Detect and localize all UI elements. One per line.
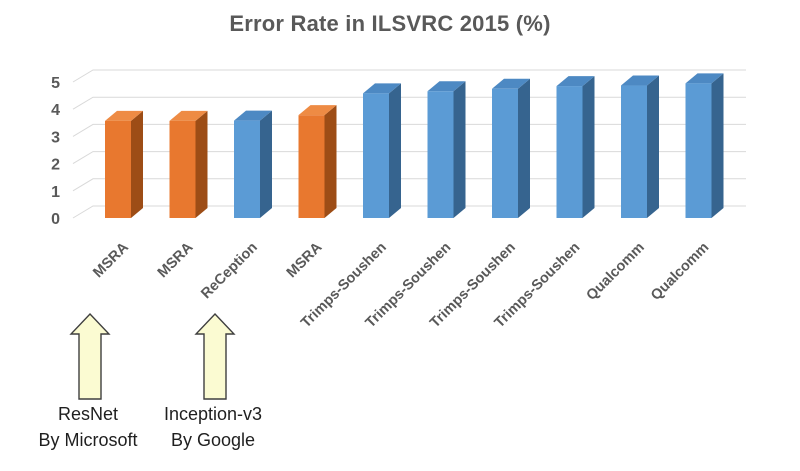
bar-side-face — [131, 110, 143, 218]
x-axis-category-label: MSRA — [90, 239, 132, 281]
bar-4-msra — [298, 105, 337, 218]
x-axis-category-label: Qualcomm — [584, 240, 648, 304]
y-axis-tick-label: 2 — [51, 157, 60, 174]
bar-1-msra — [105, 110, 143, 218]
bar-front-face — [685, 83, 712, 218]
annotation-inception-line2: By Google — [170, 430, 256, 450]
bar-top-face — [556, 76, 595, 87]
y-axis-tick-label: 1 — [51, 184, 60, 201]
bar-front-face — [621, 85, 647, 218]
bar-front-face — [298, 115, 325, 218]
y-axis-tick-label: 5 — [51, 75, 60, 92]
bar-front-face — [556, 86, 583, 218]
up-arrow-icon — [194, 312, 236, 400]
up-arrow-icon — [69, 312, 111, 400]
bar-top-face — [427, 81, 466, 92]
y-axis-tick-label: 4 — [51, 102, 60, 119]
bar-top-face — [105, 110, 143, 121]
x-axis-category-label: MSRA — [155, 239, 197, 281]
annotation-resnet: ResNet By Microsoft — [6, 401, 170, 453]
bar-side-face — [389, 83, 401, 218]
x-axis-category-label: ReCeption — [198, 240, 261, 303]
bar-side-face — [518, 78, 530, 218]
bar-front-face — [427, 91, 454, 218]
bar-front-face — [492, 88, 518, 218]
bar-side-face — [324, 105, 337, 218]
bar-5-trimps-soushen — [363, 83, 401, 218]
annotation-resnet-line2: By Microsoft — [38, 430, 138, 450]
bar-side-face — [711, 73, 724, 218]
bar-7-trimps-soushen — [492, 78, 530, 218]
bar-9-qualcomm — [621, 75, 659, 218]
bar-top-face — [621, 75, 659, 86]
bar-side-face — [195, 110, 208, 218]
bar-top-face — [169, 110, 208, 121]
bar-side-face — [647, 75, 659, 218]
bar-top-face — [685, 73, 724, 84]
bar-top-face — [298, 105, 337, 116]
bar-front-face — [105, 120, 131, 218]
bar-side-face — [260, 110, 272, 218]
bar-top-face — [234, 110, 272, 121]
bar-2-msra — [169, 110, 208, 218]
bar-front-face — [234, 120, 260, 218]
y-axis-tick-label: 0 — [51, 211, 60, 228]
bar-top-face — [363, 83, 401, 94]
annotation-inception-line1: Inception-v3 — [163, 404, 263, 424]
bar-10-qualcomm — [685, 73, 724, 218]
bar-8-trimps-soushen — [556, 76, 595, 218]
y-axis-tick-label: 3 — [51, 129, 60, 146]
bar-top-face — [492, 78, 530, 89]
bar-side-face — [453, 81, 466, 218]
chart-title: Error Rate in ILSVRC 2015 (%) — [229, 11, 551, 36]
annotation-resnet-line1: ResNet — [57, 404, 119, 424]
bar-front-face — [169, 120, 196, 218]
bar-6-trimps-soushen — [427, 81, 466, 218]
bar-side-face — [582, 76, 595, 218]
annotation-inception: Inception-v3 By Google — [128, 401, 298, 453]
bar-front-face — [363, 93, 389, 218]
gridline — [72, 69, 746, 83]
x-axis-category-label: Qualcomm — [648, 240, 712, 304]
x-axis-category-label: MSRA — [284, 239, 326, 281]
bar-3-reception — [234, 110, 272, 218]
